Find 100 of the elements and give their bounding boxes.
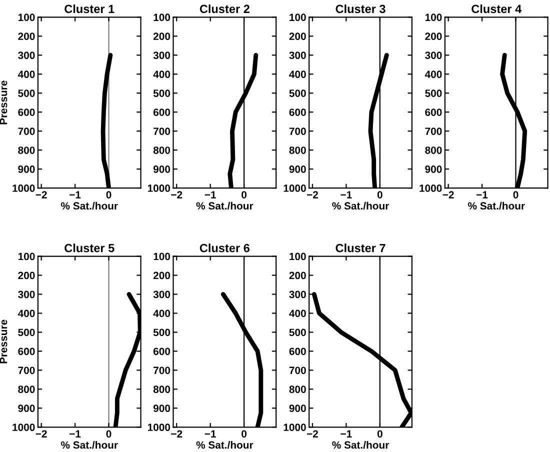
y-tick-label: 900 — [153, 404, 170, 412]
x-tick-label: 0 — [242, 191, 247, 198]
y-tick-label: 300 — [289, 52, 306, 60]
x-tick-label: −1 — [340, 430, 352, 438]
y-tick-label: 200 — [18, 272, 35, 280]
x-axis-title: % Sat./hour — [196, 202, 254, 210]
y-tick-label: 1000 — [148, 424, 170, 432]
x-tick-label: −1 — [70, 430, 81, 438]
y-tick-label: 100 — [290, 14, 306, 22]
x-axis-title: % Sat./hour — [60, 441, 118, 449]
y-tick-label: 600 — [289, 108, 306, 116]
y-tick-label: 400 — [289, 70, 306, 78]
x-tick-label: −2 — [36, 430, 47, 438]
x-tick-label: −2 — [171, 430, 182, 438]
y-tick-label: 800 — [153, 146, 170, 154]
y-tick-label: 400 — [18, 310, 35, 318]
y-tick-label: 200 — [289, 272, 306, 280]
y-tick-label: 800 — [18, 386, 35, 394]
x-tick-label: −2 — [306, 430, 318, 438]
y-tick-label: 300 — [289, 290, 306, 298]
y-tick-label: 800 — [289, 146, 306, 154]
x-tick-label: −2 — [171, 191, 182, 198]
y-tick-label: 1000 — [148, 184, 170, 192]
x-tick-label: −1 — [204, 430, 216, 438]
x-tick-label: −2 — [306, 191, 318, 198]
y-tick-label: 1000 — [284, 184, 306, 192]
y-tick-label: 600 — [289, 348, 306, 356]
y-tick-label: 900 — [289, 404, 306, 412]
y-tick-label: 100 — [290, 252, 306, 260]
y-tick-label: 100 — [18, 14, 35, 22]
y-tick-label: 1000 — [12, 424, 35, 432]
y-tick-label: 700 — [18, 366, 35, 374]
y-tick-label: 300 — [18, 290, 35, 298]
y-tick-label: 700 — [289, 366, 306, 374]
y-tick-label: 400 — [424, 70, 442, 78]
y-tick-label: 200 — [289, 32, 306, 40]
y-tick-label: 300 — [18, 52, 35, 60]
x-tick-label: 0 — [106, 430, 112, 438]
y-tick-label: 300 — [153, 290, 170, 298]
y-tick-label: 200 — [425, 32, 442, 40]
y-tick-label: 600 — [18, 108, 35, 116]
y-tick-label: 400 — [289, 310, 306, 318]
y-tick-label: 200 — [153, 272, 170, 280]
x-tick-label: 0 — [242, 430, 247, 438]
y-tick-label: 900 — [153, 166, 170, 173]
y-tick-label: 900 — [425, 166, 442, 173]
y-tick-label: 300 — [153, 52, 170, 60]
x-tick-label: −2 — [36, 191, 47, 198]
x-tick-label: −1 — [70, 191, 81, 198]
y-tick-label: 400 — [153, 310, 170, 318]
chart-title: Cluster 1 — [64, 4, 114, 14]
y-tick-label: 300 — [425, 52, 442, 60]
x-axis-title: % Sat./hour — [468, 202, 525, 210]
y-tick-label: 500 — [18, 328, 35, 336]
y-axis-title: Pressure — [0, 320, 8, 364]
y-tick-label: 500 — [289, 328, 306, 336]
x-tick-label: −2 — [442, 191, 454, 198]
x-tick-label: 0 — [106, 191, 112, 198]
y-tick-label: 100 — [425, 14, 442, 22]
y-tick-label: 600 — [18, 348, 35, 356]
y-tick-label: 600 — [153, 348, 170, 356]
chart-title: Cluster 3 — [336, 4, 386, 14]
y-tick-label: 100 — [18, 252, 35, 260]
x-tick-label: −1 — [340, 191, 352, 198]
y-tick-label: 500 — [18, 90, 35, 97]
y-tick-label: 600 — [153, 108, 170, 116]
x-tick-label: 0 — [513, 191, 518, 198]
y-tick-label: 1000 — [420, 184, 442, 192]
y-tick-label: 700 — [154, 128, 170, 135]
y-tick-label: 700 — [289, 128, 306, 135]
y-tick-label: 900 — [18, 166, 35, 173]
x-tick-label: 0 — [377, 191, 382, 198]
y-tick-label: 100 — [154, 14, 170, 22]
chart-title: Cluster 7 — [336, 244, 386, 252]
x-tick-label: −1 — [204, 191, 216, 198]
chart-title: Cluster 4 — [472, 4, 522, 14]
y-tick-label: 800 — [18, 146, 35, 154]
y-tick-label: 400 — [153, 70, 170, 78]
chart-title: Cluster 5 — [64, 244, 114, 252]
y-tick-label: 900 — [289, 166, 306, 173]
x-axis-title: % Sat./hour — [196, 441, 254, 449]
y-tick-label: 800 — [153, 386, 170, 394]
y-tick-label: 700 — [425, 128, 442, 135]
y-tick-label: 100 — [154, 252, 170, 260]
y-tick-label: 800 — [425, 146, 442, 154]
y-tick-label: 600 — [425, 108, 442, 116]
y-tick-label: 200 — [153, 32, 170, 40]
y-tick-label: 500 — [153, 90, 170, 97]
y-axis-title: Pressure — [0, 80, 8, 124]
x-axis-title: % Sat./hour — [332, 441, 390, 449]
y-tick-label: 500 — [289, 90, 306, 97]
y-tick-label: 400 — [18, 70, 35, 78]
x-axis-title: % Sat./hour — [60, 202, 118, 210]
x-tick-label: 0 — [377, 430, 382, 438]
y-tick-label: 800 — [289, 386, 306, 394]
y-tick-label: 500 — [153, 328, 170, 336]
y-tick-label: 1000 — [284, 424, 306, 432]
y-tick-label: 900 — [18, 404, 35, 412]
y-tick-label: 500 — [425, 90, 442, 97]
chart-title: Cluster 6 — [200, 244, 250, 252]
